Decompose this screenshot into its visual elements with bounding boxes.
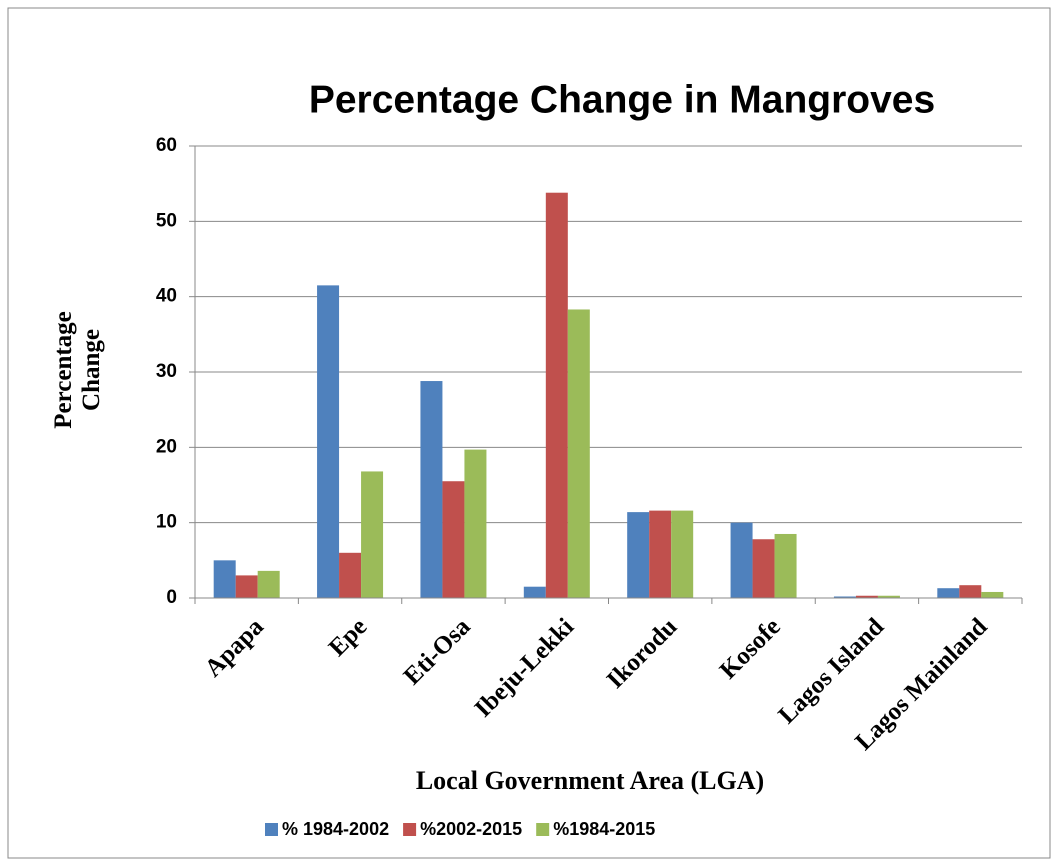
legend-swatch — [536, 823, 550, 836]
bar — [752, 539, 775, 598]
bar — [545, 192, 568, 598]
y-tick-label: 50 — [156, 210, 177, 231]
y-axis-label: Percentage Change — [50, 311, 105, 429]
y-tick-label: 20 — [156, 436, 177, 457]
legend-label: %1984-2015 — [553, 819, 655, 839]
legend-label: %2002-2015 — [420, 819, 522, 839]
chart-frame — [7, 7, 1051, 859]
y-tick-label: 60 — [156, 135, 177, 156]
bar — [567, 309, 590, 598]
bar — [213, 560, 236, 598]
bar — [420, 381, 443, 598]
bar — [235, 575, 258, 598]
bar — [774, 533, 797, 598]
bar — [649, 510, 672, 598]
bar — [627, 512, 650, 598]
bar — [442, 481, 465, 598]
bar — [981, 591, 1004, 598]
bar — [855, 595, 878, 598]
legend-swatch — [265, 823, 278, 836]
bar — [523, 586, 546, 598]
x-axis-label: Local Government Area (LGA) — [416, 766, 764, 795]
bar — [877, 595, 900, 598]
y-tick-label: 10 — [156, 512, 177, 533]
bar — [937, 588, 960, 598]
bar — [317, 285, 340, 598]
bar — [671, 510, 694, 598]
bar — [257, 570, 280, 598]
y-tick-label: 30 — [156, 361, 177, 382]
y-tick-label: 0 — [166, 587, 177, 608]
chart-title: Percentage Change in Mangroves — [309, 78, 935, 121]
y-tick-label: 40 — [156, 286, 177, 307]
legend-swatch — [403, 823, 417, 836]
bar — [339, 552, 362, 598]
bar — [833, 596, 856, 598]
legend-label: % 1984-2002 — [282, 819, 389, 839]
bar — [464, 449, 487, 598]
bar — [959, 585, 982, 598]
bar — [730, 522, 753, 598]
bar — [361, 471, 384, 598]
